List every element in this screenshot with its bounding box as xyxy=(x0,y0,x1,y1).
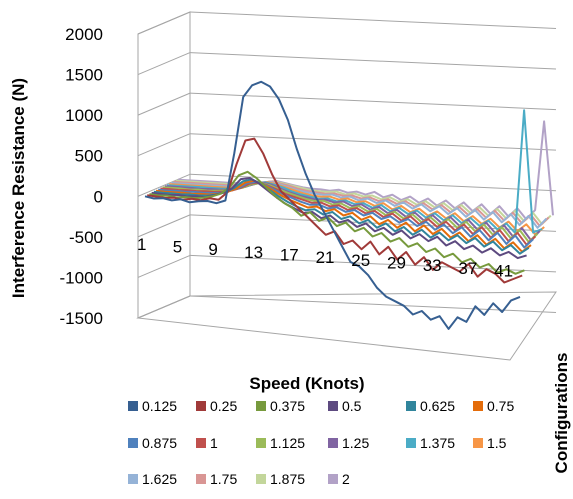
legend-label: 0.75 xyxy=(487,398,514,414)
legend: 0.125 0.25 0.375 0.5 0.625 0.75 0.875 1 1.125 1.2… xyxy=(128,398,514,487)
y-tick-label: -1500 xyxy=(60,309,103,328)
legend-swatch xyxy=(406,401,416,411)
gridline-side xyxy=(137,295,191,319)
legend-swatch xyxy=(196,438,206,448)
y-tick-label: 1500 xyxy=(65,66,103,85)
legend-swatch xyxy=(473,438,483,448)
legend-swatch xyxy=(328,474,338,484)
y-tick-label: 2000 xyxy=(65,25,103,44)
x-tick-label: 13 xyxy=(244,243,263,262)
series-line xyxy=(144,80,521,330)
legend-label: 1.375 xyxy=(420,435,455,451)
legend-label: 0.875 xyxy=(142,435,177,451)
y-tick-label: -500 xyxy=(69,228,103,247)
legend-swatch xyxy=(406,438,416,448)
legend-label: 0.375 xyxy=(270,398,305,414)
series-line xyxy=(149,170,525,275)
legend-swatch xyxy=(256,438,266,448)
series-layer xyxy=(144,80,554,330)
x-tick-label: 25 xyxy=(351,251,370,270)
legend-swatch xyxy=(128,474,138,484)
x-tick-label: 21 xyxy=(316,248,335,267)
x-tick-label: 29 xyxy=(387,254,406,273)
x-tick-labels: 1 5 9 13 17 21 25 29 33 37 41 xyxy=(137,235,513,281)
legend-swatch xyxy=(196,401,206,411)
gridline-back xyxy=(189,92,557,111)
y-axis-title: Interference Resistance (N) xyxy=(9,78,28,298)
y-tick-label: 0 xyxy=(94,187,103,206)
legend-label: 1.125 xyxy=(270,435,305,451)
y-tick-label: 1000 xyxy=(65,106,103,125)
gridline-side xyxy=(137,173,191,197)
legend-label: 0.25 xyxy=(210,398,237,414)
legend-swatch xyxy=(256,474,266,484)
gridline-side xyxy=(137,11,191,35)
y-tick-label: 500 xyxy=(75,147,103,166)
x-tick-label: 37 xyxy=(458,259,477,278)
side-wall xyxy=(137,11,191,319)
gridline-back xyxy=(189,11,557,29)
x-tick-label: 33 xyxy=(423,256,442,275)
gridline-side xyxy=(137,214,191,238)
gridline-back xyxy=(189,52,557,70)
gridline-back xyxy=(189,295,557,313)
legend-label: 1.75 xyxy=(210,471,237,487)
legend-swatch xyxy=(256,401,266,411)
y-tick-labels: 2000 1500 1000 500 0 -500 -1000 -1500 xyxy=(60,25,103,328)
x-tick-label: 1 xyxy=(137,235,146,254)
legend-label: 0.5 xyxy=(342,398,362,414)
y-tick-label: -1000 xyxy=(60,268,103,287)
legend-label: 1 xyxy=(210,435,218,451)
x-tick-label: 17 xyxy=(280,245,299,264)
legend-swatch xyxy=(473,401,483,411)
gridline-back xyxy=(189,173,557,192)
gridline-side xyxy=(137,133,191,157)
z-axis-title: Configurations xyxy=(552,353,571,474)
legend-label: 1.5 xyxy=(487,435,507,451)
legend-label: 0.125 xyxy=(142,398,177,414)
gridline-side xyxy=(137,92,191,116)
x-axis-title: Speed (Knots) xyxy=(249,374,364,393)
legend-label: 2 xyxy=(342,471,350,487)
legend-swatch xyxy=(128,401,138,411)
legend-label: 1.625 xyxy=(142,471,177,487)
x-tick-label: 9 xyxy=(208,240,217,259)
legend-swatch xyxy=(196,474,206,484)
gridline-side xyxy=(137,254,191,278)
gridline-back xyxy=(189,133,557,151)
legend-swatch xyxy=(128,438,138,448)
legend-label: 1.875 xyxy=(270,471,305,487)
legend-swatch xyxy=(328,401,338,411)
x-tick-label: 41 xyxy=(494,262,513,281)
x-tick-label: 5 xyxy=(173,237,182,256)
legend-swatch xyxy=(328,438,338,448)
gridline-side xyxy=(137,52,191,76)
legend-label: 0.625 xyxy=(420,398,455,414)
floor xyxy=(136,291,557,361)
legend-label: 1.25 xyxy=(342,435,369,451)
